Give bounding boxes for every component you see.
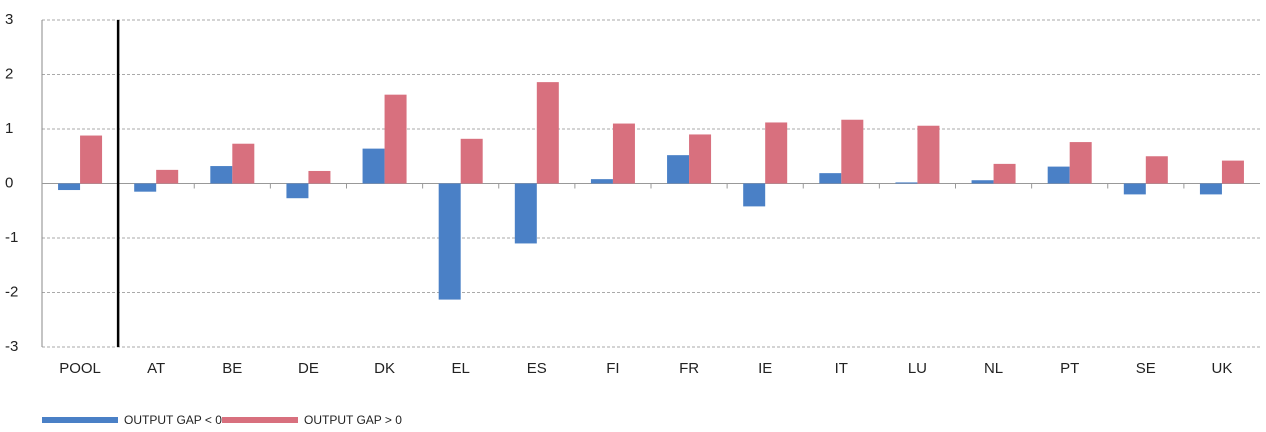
bar: [384, 94, 407, 184]
x-tick-label: NL: [984, 360, 1003, 377]
x-tick-label: ES: [527, 360, 547, 377]
bar: [841, 119, 864, 184]
x-tick-label: BE: [222, 360, 242, 377]
x-tick-label: UK: [1212, 360, 1233, 377]
bar: [590, 179, 613, 184]
x-tick-label: FI: [606, 360, 619, 377]
bar: [667, 155, 690, 184]
y-tick-label: 1: [5, 120, 13, 137]
y-tick-label: -1: [5, 229, 18, 246]
y-tick-label: 3: [5, 11, 13, 28]
x-tick-label: PT: [1060, 360, 1079, 377]
bar: [689, 134, 712, 184]
bar: [1221, 160, 1244, 184]
bar: [1199, 183, 1222, 195]
bar: [514, 183, 537, 244]
y-tick-label: -3: [5, 338, 18, 355]
bar: [917, 125, 940, 184]
x-tick-label: LU: [908, 360, 927, 377]
bar: [232, 143, 255, 184]
bar: [134, 183, 157, 192]
bar: [1145, 156, 1168, 184]
legend-swatch: [222, 417, 298, 423]
bar: [362, 148, 385, 184]
x-tick-label: DE: [298, 360, 319, 377]
x-tick-label: EL: [452, 360, 470, 377]
x-tick-label: POOL: [59, 360, 101, 377]
bar: [971, 180, 994, 184]
x-tick-label: SE: [1136, 360, 1156, 377]
bar: [536, 82, 559, 184]
bar: [993, 163, 1016, 184]
y-tick-label: -2: [5, 283, 18, 300]
x-tick-label: IT: [835, 360, 848, 377]
x-tick-label: AT: [147, 360, 165, 377]
bar: [819, 173, 842, 184]
legend-swatch: [42, 417, 118, 423]
bar: [210, 166, 233, 184]
x-tick-label: IE: [758, 360, 772, 377]
bar: [1123, 183, 1146, 195]
legend-label: OUTPUT GAP > 0: [304, 413, 402, 427]
legend-label: OUTPUT GAP < 0: [124, 413, 222, 427]
bar: [765, 122, 788, 184]
bar: [156, 169, 179, 184]
bar: [743, 183, 766, 207]
bar: [612, 123, 635, 184]
bar: [438, 183, 461, 300]
bar: [308, 170, 331, 184]
x-tick-label: DK: [374, 360, 395, 377]
bar: [80, 135, 103, 184]
x-tick-label: FR: [679, 360, 699, 377]
bar: [460, 138, 483, 184]
y-tick-label: 2: [5, 65, 13, 82]
y-tick-label: 0: [5, 174, 13, 191]
bar: [58, 183, 81, 191]
bar: [895, 182, 918, 184]
bar: [1069, 142, 1092, 184]
bar: [1047, 166, 1070, 184]
bar: [286, 183, 309, 199]
